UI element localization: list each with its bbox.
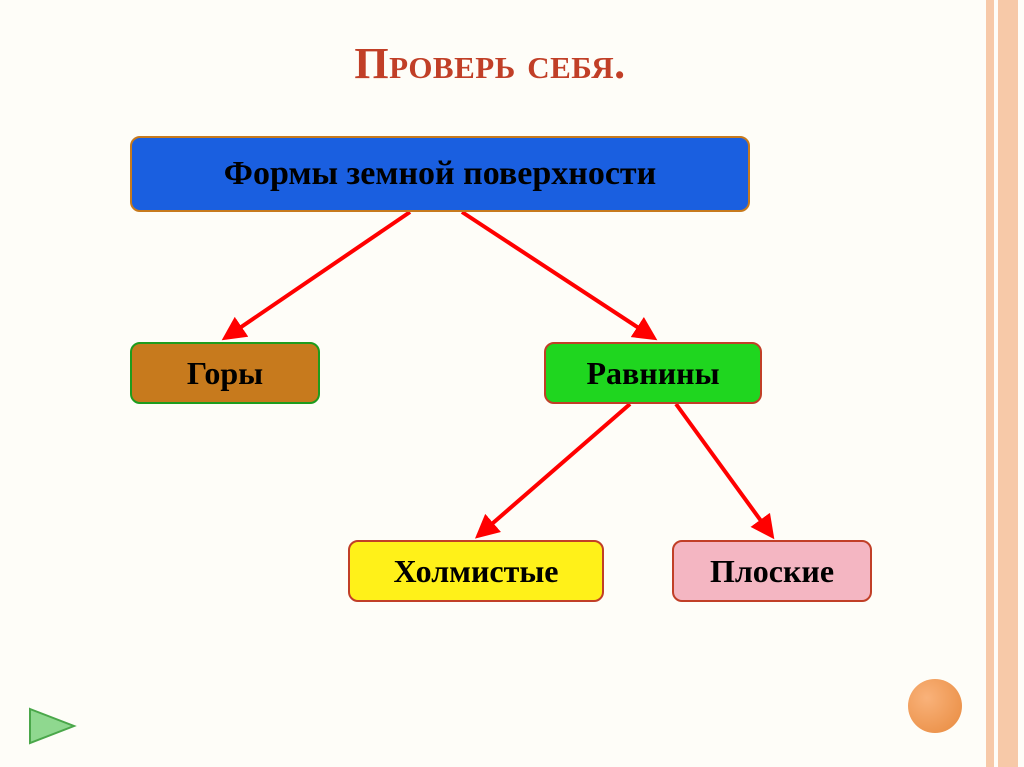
node-flat: Плоские — [672, 540, 872, 602]
node-hilly: Холмистые — [348, 540, 604, 602]
accent-bar-inner — [986, 0, 994, 767]
triangle-right-icon — [26, 705, 78, 747]
slide-title: Проверь себя. — [0, 38, 980, 89]
slide: Проверь себя. Формы земной поверхности Го… — [0, 0, 1024, 767]
accent-circle — [908, 679, 962, 733]
node-mountains: Горы — [130, 342, 320, 404]
node-plains: Равнины — [544, 342, 762, 404]
accent-bar-outer — [998, 0, 1018, 767]
node-root: Формы земной поверхности — [130, 136, 750, 212]
next-button[interactable] — [26, 705, 78, 747]
